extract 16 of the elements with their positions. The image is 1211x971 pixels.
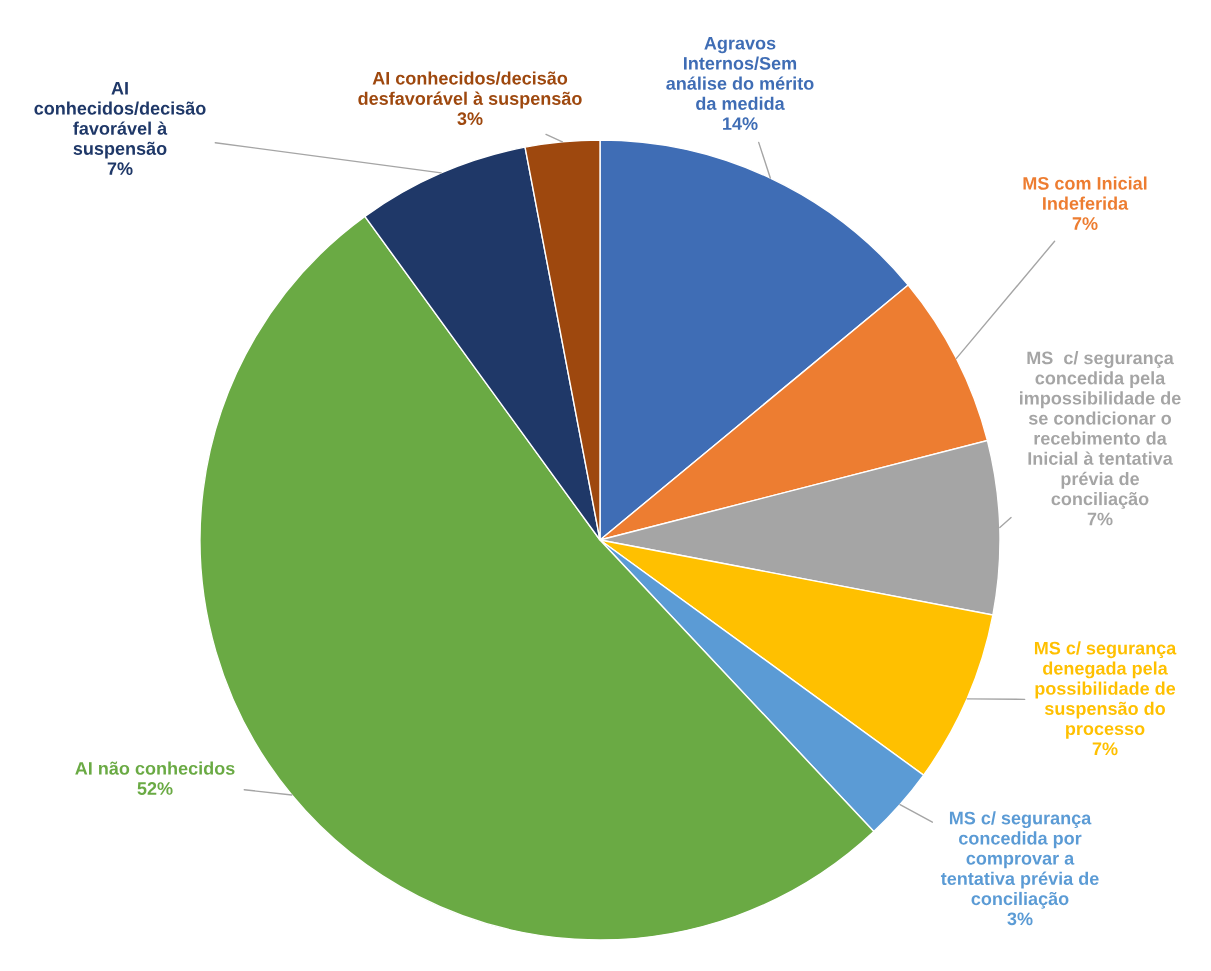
slice-label: AI conhecidos/decisão desfavorável à suspensão	[358, 71, 582, 109]
slice-label: MS com Inicial Indeferida	[1023, 176, 1147, 210]
slice-label: MS c/ segurança denegada pela possibilidade de suspensão do processo	[1034, 641, 1177, 739]
data-label: 7%	[1087, 512, 1113, 526]
data-label: 3%	[457, 112, 483, 126]
data-label: 7%	[1072, 217, 1098, 230]
slice-label: AI conhecidos/decisão favorável à suspensão	[34, 82, 206, 159]
slice-label: MS c/ segurança concedida por comprovar a tentativa prévia de conciliação	[940, 811, 1099, 909]
data-label: 14%	[723, 117, 758, 131]
slice-label: Agravos Internos/Sem análise do mérito da medida	[666, 36, 814, 110]
data-label: 52%	[137, 782, 173, 795]
data-label: 7%	[107, 162, 133, 176]
data-label: 7%	[1092, 742, 1118, 756]
data-label: 3%	[1007, 912, 1033, 926]
slice-label: AI não conhecidos	[75, 761, 235, 775]
slice-label: MS c/ segurança concedida pela impossibilidade de se condicionar o recebimento da Inicial à tentativa prévia de conciliação	[1020, 351, 1181, 509]
